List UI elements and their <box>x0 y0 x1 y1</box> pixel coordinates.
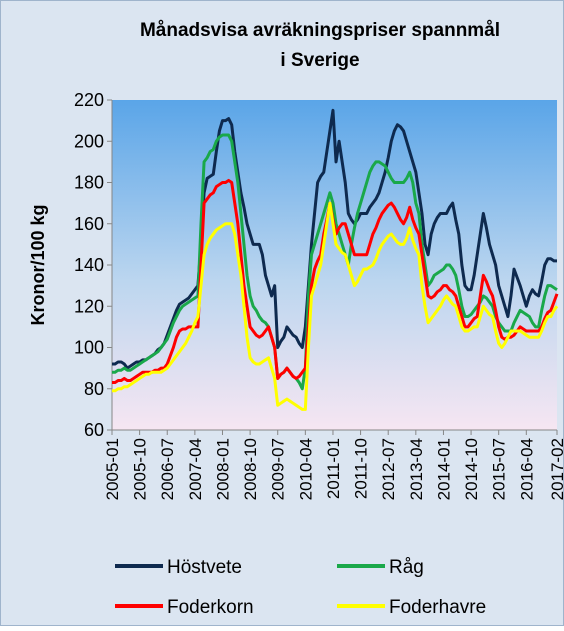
legend-label: Foderhavre <box>389 597 486 618</box>
x-tick-label: 2008-01 <box>213 438 232 500</box>
y-tick-label: 220 <box>74 90 104 110</box>
x-tick-label: 2015-07 <box>490 438 509 500</box>
y-tick-label: 80 <box>84 379 104 399</box>
series-line <box>112 201 559 411</box>
legend-label: Råg <box>389 557 424 578</box>
y-tick-label: 160 <box>74 214 104 234</box>
x-tick-label: 2012-07 <box>379 438 398 500</box>
x-tick-label: 2005-10 <box>131 438 150 500</box>
x-tick-label: 2011-10 <box>352 438 371 499</box>
y-tick-label: 100 <box>74 338 104 358</box>
chart-title: Månadsvisa avräkningspriser spannmål <box>140 20 500 41</box>
x-tick-label: 2010-04 <box>296 438 315 500</box>
x-tick-label: 2009-07 <box>269 438 288 500</box>
x-tick-label: 2016-04 <box>517 438 536 500</box>
y-tick-label: 200 <box>74 131 104 151</box>
x-tick-label: 2005-01 <box>103 438 122 500</box>
x-tick-label: 2014-01 <box>434 438 453 500</box>
x-tick-label: 2008-10 <box>241 438 260 500</box>
series-line <box>112 108 557 370</box>
chart-title: i Sverige <box>280 50 359 71</box>
x-tick-label: 2013-04 <box>407 438 426 500</box>
x-tick-label: 2011-01 <box>324 438 343 499</box>
y-tick-label: 60 <box>84 420 104 440</box>
legend-label: Foderkorn <box>167 597 254 618</box>
x-tick-label: 2017-02 <box>548 438 564 500</box>
legend-label: Höstvete <box>167 557 242 578</box>
series-line <box>112 133 558 391</box>
y-tick-label: 140 <box>74 255 104 275</box>
x-tick-label: 2007-04 <box>186 438 205 500</box>
y-tick-label: 120 <box>74 296 104 316</box>
x-tick-label: 2006-07 <box>158 438 177 500</box>
x-tick-label: 2014-10 <box>462 438 481 500</box>
y-tick-label: 180 <box>74 173 104 193</box>
y-axis-label: Kronor/100 kg <box>28 204 48 325</box>
